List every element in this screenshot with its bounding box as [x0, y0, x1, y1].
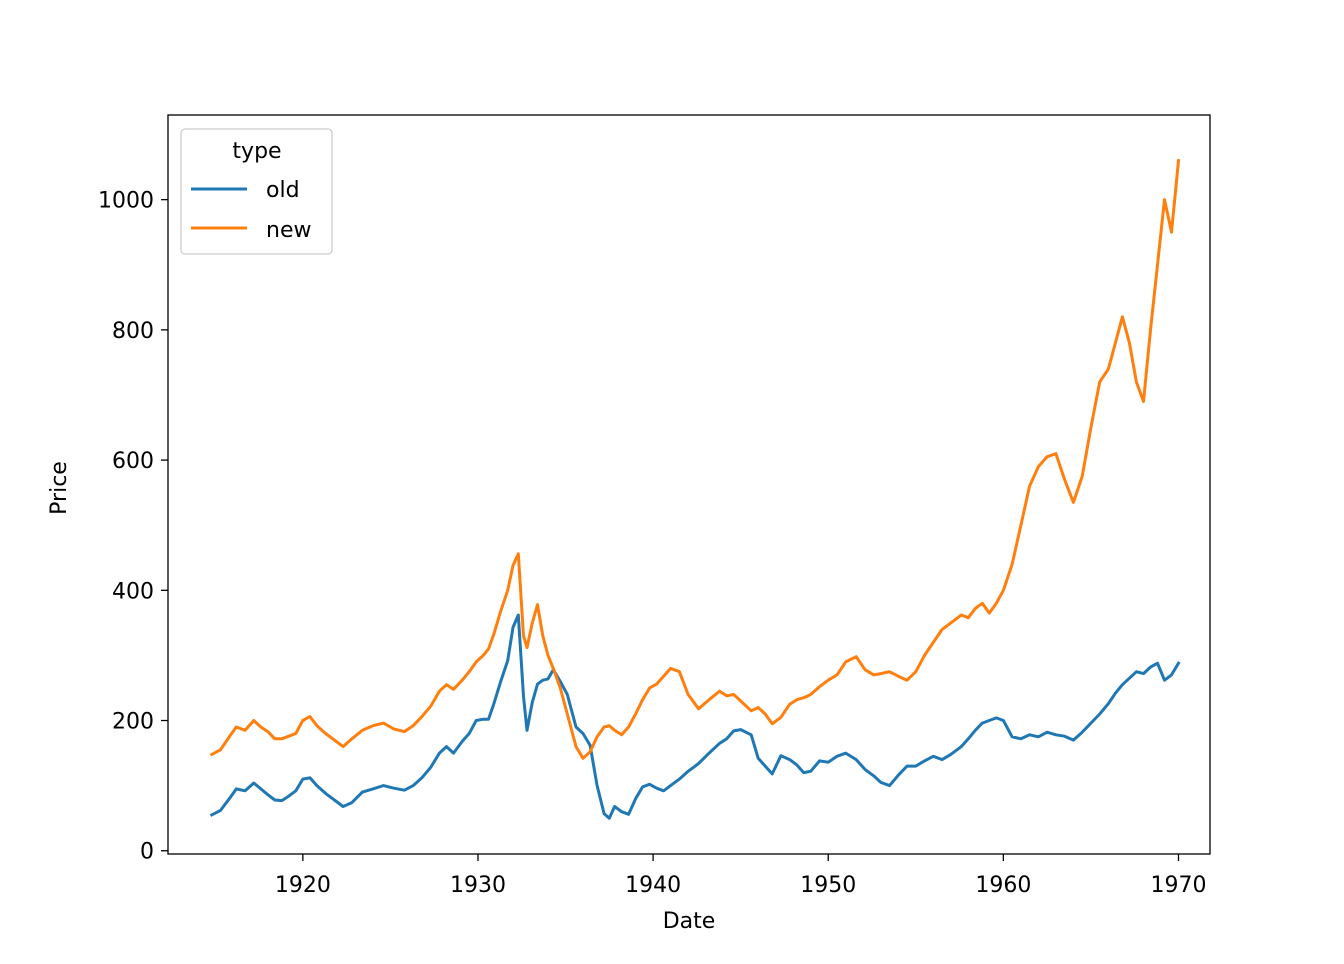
series-line-old [209, 613, 1181, 820]
x-axis-label: Date [663, 909, 716, 934]
y-tick-label-600: 600 [112, 449, 154, 474]
series-line-new [209, 158, 1181, 760]
legend-label-old: old [266, 178, 300, 203]
y-axis: 0 200 400 600 800 1000 [98, 189, 168, 865]
x-tick-label-1930: 1930 [450, 873, 506, 898]
series-layer [209, 158, 1181, 820]
legend-box [180, 128, 333, 255]
plot-area [168, 115, 1210, 854]
legend-title: type [232, 139, 281, 164]
legend: type old new [180, 128, 333, 255]
y-tick-label-400: 400 [112, 579, 154, 604]
x-axis: 1920 1930 1940 1950 1960 1970 [275, 854, 1206, 898]
x-tick-label-1920: 1920 [275, 873, 331, 898]
y-tick-label-1000: 1000 [98, 189, 154, 214]
axes-frame [167, 114, 1211, 855]
y-axis-label: Price [47, 461, 72, 515]
x-tick-label-1950: 1950 [800, 873, 856, 898]
x-tick-label-1960: 1960 [975, 873, 1031, 898]
x-tick-label-1970: 1970 [1150, 873, 1206, 898]
y-tick-label-0: 0 [140, 840, 154, 865]
y-tick-label-800: 800 [112, 319, 154, 344]
x-tick-label-1940: 1940 [625, 873, 681, 898]
y-tick-label-200: 200 [112, 710, 154, 735]
legend-label-new: new [266, 218, 311, 243]
